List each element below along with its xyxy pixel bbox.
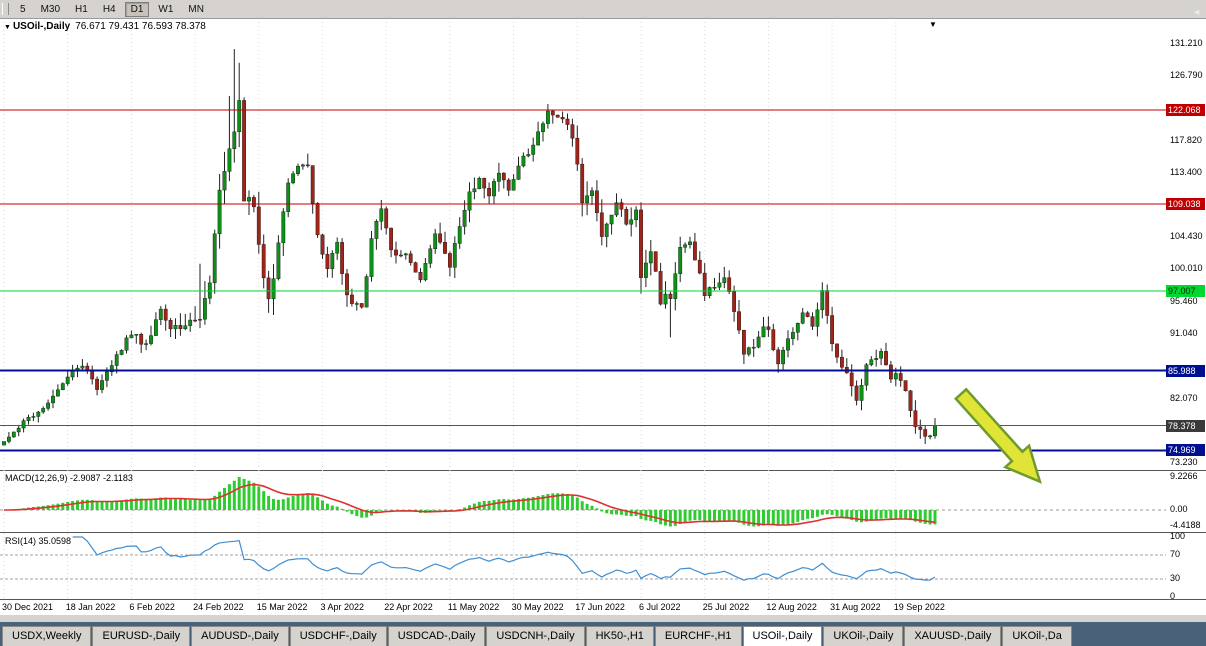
macd-tick-label: 0.00 <box>1170 504 1188 514</box>
window-strip <box>0 615 1206 622</box>
chart-tab-ukoildaily[interactable]: UKOil-,Daily <box>823 626 904 646</box>
trend-arrow-annotation[interactable] <box>945 382 1095 522</box>
price-tick-label: 117.820 <box>1170 134 1202 145</box>
chart-tab-xauusddaily[interactable]: XAUUSD-,Daily <box>904 626 1002 646</box>
date-tick-label: 22 Apr 2022 <box>384 602 433 612</box>
date-tick-label: 18 Jan 2022 <box>65 602 116 612</box>
vertical-gridlines <box>3 18 897 470</box>
price-tick-label: 95.460 <box>1170 296 1198 307</box>
date-tick-label: 6 Feb 2022 <box>129 602 175 612</box>
price-tick-label: 131.210 <box>1170 37 1203 48</box>
price-tick-label: 100.010 <box>1170 263 1203 274</box>
price-tick-label: 104.430 <box>1170 231 1203 242</box>
rsi-tick-label: 30 <box>1170 573 1181 583</box>
date-tick-label: 15 Mar 2022 <box>256 602 308 612</box>
date-tick-label: 30 Dec 2021 <box>2 602 54 612</box>
chart-tab-eurchfh1[interactable]: EURCHF-,H1 <box>654 626 742 646</box>
chart-tab-usoildaily[interactable]: USOil-,Daily <box>742 626 823 646</box>
title-marker-icon: ▼ <box>4 24 11 31</box>
date-tick-label: 19 Sep 2022 <box>893 602 945 612</box>
chart-shift-marker-icon[interactable]: ▼ <box>929 20 937 29</box>
macd-histogram <box>7 476 937 527</box>
rsi-label: RSI(14) 35.0598 <box>5 536 72 546</box>
period-button-5[interactable]: 5 <box>20 3 26 15</box>
rsi-line <box>72 536 936 581</box>
down-arrow-icon <box>954 387 1042 484</box>
period-buttons: 5 M30 H1 H4 D1 W1 MN <box>14 1 210 17</box>
date-tick-label: 30 May 2022 <box>511 602 564 612</box>
price-line-label: 85.988 <box>1166 364 1205 377</box>
candles <box>2 49 937 446</box>
rsi-tick-label: 70 <box>1170 549 1181 559</box>
date-tick-label: 12 Aug 2022 <box>766 602 817 612</box>
period-button-h4[interactable]: H4 <box>102 3 116 15</box>
chart-tab-usdxweekly[interactable]: USDX,Weekly <box>2 626 92 646</box>
chart-tab-audusddaily[interactable]: AUDUSD-,Daily <box>191 626 289 646</box>
rsi-tick-label: 0 <box>1170 591 1176 601</box>
period-button-mn[interactable]: MN <box>188 3 204 15</box>
price-line-label: 78.378 <box>1166 419 1205 432</box>
period-button-h1[interactable]: H1 <box>75 3 88 15</box>
timeframe-toolbar: 5 M30 H1 H4 D1 W1 MN <box>0 0 1206 19</box>
chart-title: ▼ USOil-,Daily 76.671 79.431 76.593 78.378 <box>4 21 206 32</box>
date-tick-label: 11 May 2022 <box>447 602 500 612</box>
period-button-d1[interactable]: D1 <box>124 1 150 17</box>
price-tick-label: 126.790 <box>1170 69 1203 80</box>
date-tick-label: 17 Jun 2022 <box>575 602 625 612</box>
date-tick-label: 3 Apr 2022 <box>320 602 365 612</box>
price-tick-label: 113.400 <box>1170 166 1202 177</box>
tab-scroll-left-button[interactable]: ◄ <box>1192 7 1201 17</box>
date-tick-label: 25 Jul 2022 <box>702 602 750 612</box>
chart-tab-usdchfdaily[interactable]: USDCHF-,Daily <box>289 626 387 646</box>
macd-tick-label: -4.4188 <box>1170 519 1201 530</box>
chart-tabbar: USDX,Weekly EURUSD-,Daily AUDUSD-,Daily USD… <box>0 622 1206 646</box>
chart-tabs: USDX,Weekly EURUSD-,Daily AUDUSD-,Daily USD… <box>2 626 1073 646</box>
price-axis: 131.210 126.790 117.820 113.400 104.430 100.0… <box>1166 18 1206 616</box>
chart-tab-ukoilda[interactable]: UKOil-,Da <box>1002 626 1072 646</box>
price-tick-label: 91.040 <box>1170 328 1198 339</box>
date-tick-label: 31 Aug 2022 <box>830 602 881 612</box>
price-line-label: 109.038 <box>1166 198 1205 211</box>
price-line-label: 74.969 <box>1166 444 1205 457</box>
period-button-m30[interactable]: M30 <box>40 3 61 15</box>
chart-tab-usdcaddaily[interactable]: USDCAD-,Daily <box>387 626 486 646</box>
price-chart[interactable] <box>0 18 1206 471</box>
symbol-name: USOil-,Daily <box>12 21 71 32</box>
macd-tick-label: 9.2266 <box>1170 470 1198 481</box>
chart-tab-hk50h1[interactable]: HK50-,H1 <box>585 626 654 646</box>
date-axis: 30 Dec 2021 18 Jan 2022 6 Feb 2022 24 Feb 2… <box>0 601 1206 615</box>
date-tick-label: 24 Feb 2022 <box>193 602 244 612</box>
period-button-w1[interactable]: W1 <box>158 3 174 15</box>
toolbar-grip[interactable] <box>2 3 9 15</box>
price-line-label: 97.007 <box>1166 285 1205 298</box>
macd-label: MACD(12,26,9) -2.9087 -2.1183 <box>5 473 133 483</box>
vertical-gridlines <box>3 533 897 599</box>
macd-signal-line <box>4 483 936 526</box>
ohlc-readout: 76.671 79.431 76.593 78.378 <box>75 21 206 32</box>
price-tick-label: 82.070 <box>1170 393 1198 404</box>
rsi-panel[interactable] <box>0 533 1206 600</box>
price-tick-label: 73.230 <box>1170 456 1198 467</box>
horizontal-lines[interactable] <box>0 109 1166 452</box>
chart-tab-eurusddaily[interactable]: EURUSD-,Daily <box>92 626 191 646</box>
date-tick-label: 6 Jul 2022 <box>639 602 681 612</box>
chart-tab-usdcnhdaily[interactable]: USDCNH-,Daily <box>486 626 585 646</box>
rsi-tick-label: 100 <box>1170 531 1186 541</box>
macd-panel[interactable] <box>0 470 1206 533</box>
price-line-label: 122.068 <box>1166 104 1205 116</box>
